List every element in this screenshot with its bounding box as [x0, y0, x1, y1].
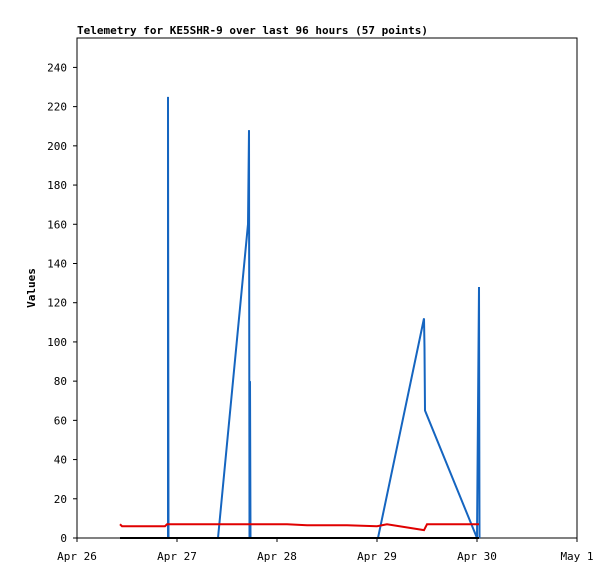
y-axis-label: Values: [25, 268, 38, 308]
y-tick-label: 100: [47, 336, 67, 349]
series-line: [167, 96, 481, 539]
y-tick-label: 60: [54, 414, 67, 427]
x-tick-label: Apr 27: [157, 550, 197, 563]
y-tick-label: 20: [54, 493, 67, 506]
y-tick-label: 120: [47, 297, 67, 310]
y-tick-label: 140: [47, 257, 67, 270]
chart-title: Telemetry for KE5SHR-9 over last 96 hour…: [77, 24, 428, 37]
x-tick-label: May 1: [560, 550, 593, 563]
y-tick-label: 180: [47, 179, 67, 192]
x-tick-label: Apr 30: [457, 550, 497, 563]
y-tick-label: 160: [47, 218, 67, 231]
x-tick-label: Apr 29: [357, 550, 397, 563]
series-line: [119, 523, 479, 532]
y-tick-label: 0: [60, 532, 67, 545]
x-tick-label: Apr 28: [257, 550, 297, 563]
y-tick-label: 80: [54, 375, 67, 388]
y-tick-label: 240: [47, 61, 67, 74]
x-tick-label: Apr 26: [57, 550, 97, 563]
plot-frame: [76, 37, 578, 539]
y-tick-label: 200: [47, 140, 67, 153]
y-tick-label: 40: [54, 454, 67, 467]
y-tick-label: 220: [47, 101, 67, 114]
